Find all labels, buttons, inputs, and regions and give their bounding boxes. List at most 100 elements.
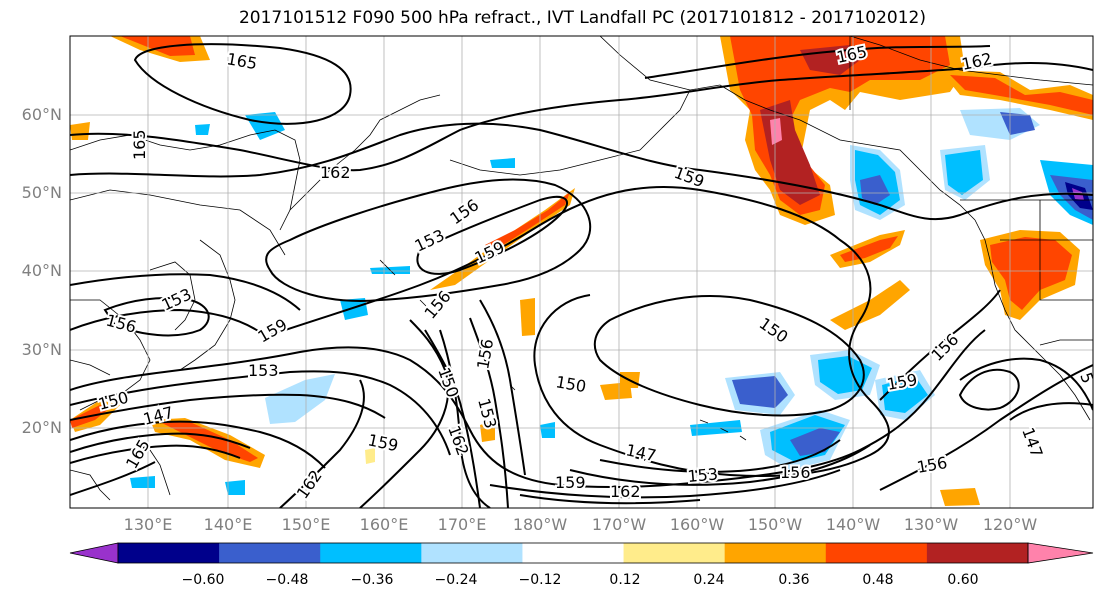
contour-153-loop: [416, 195, 568, 275]
lat-label-20n: 20°N: [21, 418, 62, 437]
coast-namerica-west: [974, 219, 1061, 376]
map-title: 2017101512 F090 500 hPa refract., IVT La…: [238, 8, 926, 28]
colorbar-label-neg060: −0.60: [181, 572, 225, 588]
coast-hawaii: [699, 419, 747, 441]
shade-mid-orange: [830, 280, 910, 330]
shade-hawaii-blue: [732, 376, 788, 408]
coast-alaska: [599, 36, 976, 221]
coast-mexico: [1059, 374, 1091, 421]
lat-label-50n: 50°N: [21, 183, 62, 202]
shade-nwpac-red: [485, 192, 570, 250]
colorbar-seg-8: [825, 543, 928, 563]
coast-kamchatka: [289, 94, 441, 211]
shade-okhotsk-cyan: [340, 298, 368, 320]
colorbar-label-neg048: −0.48: [265, 572, 309, 588]
contour-159-south: [359, 319, 450, 508]
negative-shading: [130, 108, 1093, 495]
lon-label-130w: 130°W: [903, 515, 959, 534]
clabel-162-a: 162: [320, 163, 351, 182]
lat-label-30n: 30°N: [21, 340, 62, 359]
positive-shading: [70, 36, 1093, 506]
contour-162-mid: [439, 329, 491, 508]
contour-147c-band: [70, 444, 241, 464]
contour-159-east: [879, 289, 1001, 401]
shade-south-blue: [790, 428, 840, 456]
border-states2: [1039, 200, 1093, 301]
contour-156-east: [879, 364, 1093, 491]
contour-147b-band: [70, 432, 251, 453]
colorbar-label-012: 0.12: [609, 572, 641, 588]
clabel-162-c: 162: [610, 482, 641, 501]
lon-label-120w: 120°W: [982, 515, 1038, 534]
shade-top-red: [120, 36, 195, 56]
contour-159-west: [70, 273, 301, 311]
coast-asia-interior: [70, 189, 286, 256]
shade-ne-blue: [1000, 112, 1035, 135]
shade-s-orange2: [940, 488, 980, 506]
lat-label-60n: 60°N: [21, 105, 62, 124]
lon-label-130e: 130°E: [123, 515, 173, 534]
contour-153-band: [70, 370, 451, 456]
colorbar-seg-5: [522, 543, 625, 563]
contour-153-south: [569, 444, 871, 486]
refractivity-contours: [70, 43, 1093, 508]
gridlines: [70, 36, 1093, 508]
lon-label-150w: 150°W: [747, 515, 803, 534]
lat-label-40n: 40°N: [21, 261, 62, 280]
coast-canada-north: [849, 36, 1093, 86]
lon-label-140w: 140°W: [825, 515, 881, 534]
lon-label-170w: 170°W: [591, 515, 647, 534]
contour-150-band: [70, 393, 386, 421]
clabel-156-e: 156: [780, 463, 811, 482]
colorbar-label-neg036: −0.36: [350, 572, 394, 588]
shade-alaska-pink: [770, 118, 782, 145]
contour-162-north: [70, 62, 1093, 172]
contour-159-bottom: [489, 469, 841, 499]
lon-label-180w: 180°W: [512, 515, 568, 534]
colorbar-label-048: 0.48: [862, 572, 894, 588]
coast-china: [70, 299, 151, 411]
shade-s-orange3: [480, 420, 495, 442]
colorbar-label-neg024: −0.24: [434, 572, 478, 588]
colorbar-seg-3: [320, 543, 422, 563]
clabel-165-b: 165: [130, 129, 149, 160]
contour-159-north: [70, 122, 1093, 221]
coast-china2: [70, 359, 111, 376]
shade-tropic-cyan2: [540, 422, 555, 438]
colorbar-frame: [117, 542, 1029, 564]
colorbar: [69, 542, 1094, 564]
contour-150-loop: [593, 295, 865, 417]
contour-153-mid: [469, 317, 509, 508]
coast-sea-asia: [70, 469, 111, 501]
contour-147-south: [599, 439, 841, 473]
shade-japan-lightblue: [265, 374, 335, 424]
contour-150-mid: [424, 329, 481, 508]
shade-gulf-blue: [860, 175, 890, 205]
lon-label-140e: 140°E: [203, 515, 253, 534]
contour-150-east: [1009, 402, 1093, 421]
colorbar-label-036: 0.36: [778, 572, 810, 588]
plot-frame: [69, 35, 1094, 509]
shade-sw-cyan: [130, 476, 155, 488]
contour-159-c: [269, 185, 890, 477]
shade-jet-red: [840, 236, 898, 262]
lon-label-160w: 160°W: [669, 515, 725, 534]
shade-s-orange4: [520, 298, 535, 336]
contour-156-mid: [479, 299, 526, 476]
shade-asia-red: [160, 422, 258, 462]
colorbar-extend-low: [69, 542, 119, 564]
shade-ne-red: [950, 75, 1093, 115]
clabel-153-c: 153: [248, 361, 279, 380]
colorbar-label-060: 0.60: [947, 572, 979, 588]
coast-alaska-west: [639, 89, 691, 151]
shade-left-orange: [70, 122, 90, 140]
shade-kamchatka-cyan: [245, 112, 285, 140]
contour-162-bottom: [519, 494, 701, 505]
colorbar-seg-2: [219, 543, 321, 563]
contour-165-alaska: [644, 45, 991, 79]
clabel-153-e: 153: [687, 464, 719, 486]
colorbar-seg-9: [926, 543, 1029, 563]
shade-sw-cyan2: [225, 480, 245, 495]
contour-156-loop: [265, 178, 592, 302]
shade-east-cyan: [882, 376, 928, 413]
